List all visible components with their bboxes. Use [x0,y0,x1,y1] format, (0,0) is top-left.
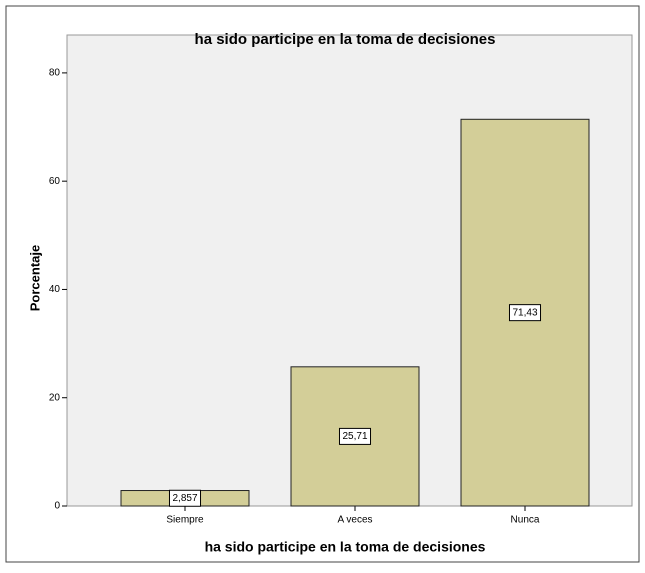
x-axis-label: ha sido participe en la toma de decision… [205,539,486,555]
value-label-box [508,304,542,322]
value-label: 25,71 [342,431,367,442]
value-label: 2,857 [172,493,197,504]
y-tick-label: 40 [49,284,61,295]
y-tick-label: 20 [49,392,61,403]
x-tick-label: Nunca [511,515,540,526]
chart-title: ha sido participe en la toma de decision… [195,31,496,48]
value-label: 71,43 [512,307,537,318]
y-axis-label: Porcentaje [27,245,42,311]
value-label-box [338,427,372,445]
y-tick-label: 0 [54,501,60,512]
x-tick-label: Siempre [166,515,204,526]
value-label-box [168,489,202,507]
y-tick-label: 80 [49,68,61,79]
x-tick-label: A veces [337,515,372,526]
y-tick-label: 60 [49,176,61,187]
